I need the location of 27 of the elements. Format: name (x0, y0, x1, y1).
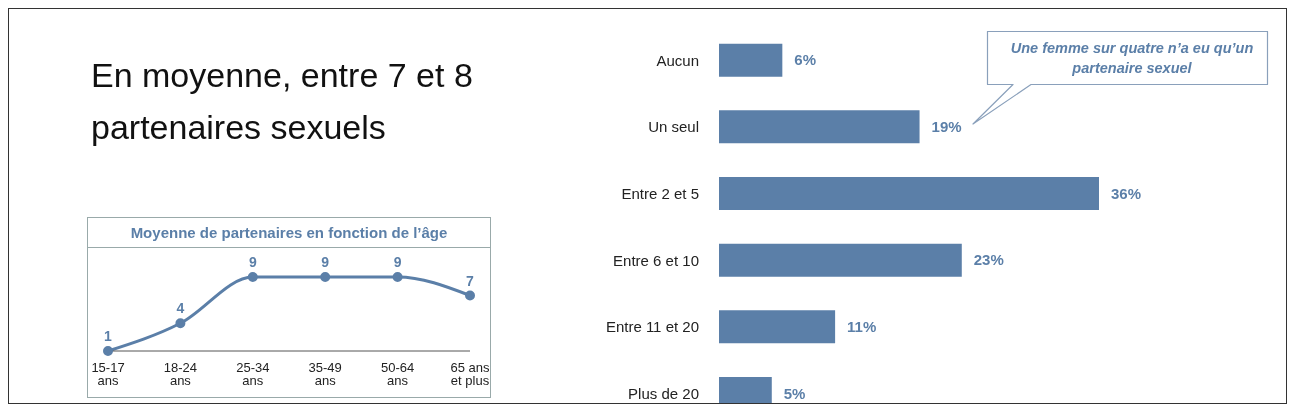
data-label: 19% (931, 118, 962, 136)
data-label: 6% (794, 51, 817, 69)
data-label: 23% (973, 251, 1004, 269)
x-tick-label: 15-17 ans (91, 360, 125, 389)
data-label: 9 (393, 254, 402, 270)
y-tick-label: Plus de 20 (628, 384, 699, 402)
y-tick-label: Entre 6 et 10 (613, 251, 699, 269)
data-label: 4 (176, 300, 185, 317)
annotation: Une femme sur quatre n’a eu qu’un partenaire sexuel (1009, 39, 1255, 78)
text: En moyenne, entre 7 et 8 partenaires sexuels (91, 55, 474, 148)
data-label: 9 (321, 254, 330, 270)
chart-title: Moyenne de partenaires en fonction de l’âge (87, 217, 491, 248)
y-tick-label: Aucun (656, 51, 699, 69)
y-tick-label: Entre 11 et 20 (605, 318, 699, 336)
data-label: 1 (104, 328, 113, 344)
y-tick-label: Un seul (648, 118, 699, 136)
data-label: 36% (1111, 184, 1142, 202)
data-label: 5% (783, 384, 806, 402)
x-tick-label: 35-49 ans (308, 360, 342, 389)
x-tick-label: 18-24 ans (163, 360, 198, 389)
x-tick-label: 50-64 ans (380, 360, 415, 389)
x-tick-label: 25-34 ans (236, 360, 270, 389)
data-label: 7 (466, 272, 475, 289)
x-tick-label: 65 ans et plus (450, 360, 491, 389)
data-label: 9 (248, 254, 257, 270)
y-tick-label: Entre 2 et 5 (621, 184, 699, 202)
data-label: 11% (847, 318, 877, 336)
